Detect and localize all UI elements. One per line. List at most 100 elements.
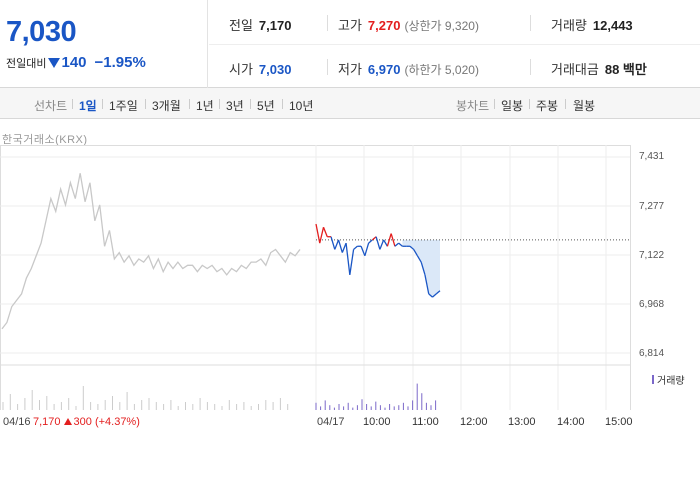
price-segment bbox=[349, 249, 355, 275]
divider bbox=[250, 99, 251, 109]
prev-day-close: 7,170 bbox=[33, 416, 61, 428]
divider bbox=[102, 99, 103, 109]
candle-monthly-button[interactable]: 월봉 bbox=[573, 99, 596, 113]
price-segment bbox=[416, 255, 422, 263]
stat-turnover: 거래대금 88 백만 bbox=[551, 59, 647, 78]
stat-label: 고가 bbox=[338, 18, 362, 33]
divider bbox=[145, 99, 146, 109]
price-change-row: 전일대비 140 −1.95% bbox=[6, 54, 146, 71]
stat-value: 6,970 bbox=[367, 62, 401, 77]
price-segment bbox=[383, 239, 388, 247]
divider bbox=[494, 99, 495, 109]
divider bbox=[219, 99, 220, 109]
down-triangle-icon bbox=[48, 57, 61, 68]
price-segment bbox=[330, 236, 336, 250]
divider bbox=[529, 99, 530, 109]
price-segment bbox=[364, 242, 370, 256]
period-5y-button[interactable]: 5년 bbox=[257, 99, 275, 113]
price-segment bbox=[409, 245, 415, 250]
x-tick-label: 13:00 bbox=[508, 416, 536, 428]
x-tick-label: 14:00 bbox=[557, 416, 585, 428]
y-tick-label: 7,277 bbox=[639, 201, 665, 212]
up-triangle-icon bbox=[63, 418, 72, 425]
price-segment bbox=[394, 242, 400, 247]
y-tick-label: 7,122 bbox=[639, 250, 665, 261]
price-segment bbox=[420, 261, 426, 276]
period-3y-button[interactable]: 3년 bbox=[226, 99, 244, 113]
x-tick-label: 11:00 bbox=[412, 416, 439, 428]
divider bbox=[189, 99, 190, 109]
price-segment bbox=[424, 274, 430, 295]
stat-value: 88 백만 bbox=[604, 62, 647, 77]
candle-weekly-button[interactable]: 주봉 bbox=[536, 99, 559, 113]
upper-limit: (상한가 9,320) bbox=[404, 19, 479, 33]
y-tick-label: 7,431 bbox=[639, 151, 665, 162]
price-segment bbox=[386, 233, 392, 247]
y-tick-label: 6,968 bbox=[639, 299, 665, 310]
stat-label: 저가 bbox=[338, 62, 362, 77]
prev-day-price-line bbox=[1, 173, 301, 330]
price-segment bbox=[322, 226, 328, 237]
divider bbox=[327, 59, 328, 75]
price-segment bbox=[337, 239, 343, 253]
price-segment bbox=[375, 236, 381, 250]
down-area bbox=[402, 239, 440, 298]
prev-day-change: 300 (+4.37%) bbox=[73, 416, 140, 428]
quote-header: 7,030 전일대비 140 −1.95% 전일 7,170 고가 7,270 (상한… bbox=[0, 0, 700, 88]
x-day-label: 04/16 bbox=[3, 416, 31, 428]
stat-label: 시가 bbox=[229, 62, 253, 77]
period-1d-button[interactable]: 1일 bbox=[79, 99, 97, 113]
price-segment bbox=[390, 233, 396, 247]
stat-value: 7,170 bbox=[258, 18, 292, 33]
stat-prev-close: 전일 7,170 bbox=[229, 15, 291, 34]
period-1y-button[interactable]: 1년 bbox=[196, 99, 214, 113]
x-tick-label: 15:00 bbox=[605, 416, 633, 428]
price-segment bbox=[379, 239, 385, 250]
stat-high: 고가 7,270 (상한가 9,320) bbox=[338, 15, 479, 34]
line-chart-label: 선차트 bbox=[34, 99, 68, 113]
stat-volume: 거래량 12,443 bbox=[551, 15, 633, 34]
candle-daily-button[interactable]: 일봉 bbox=[501, 99, 524, 113]
current-price: 7,030 bbox=[6, 16, 77, 48]
stat-open: 시가 7,030 bbox=[229, 59, 291, 78]
period-1w-button[interactable]: 1주일 bbox=[109, 99, 138, 113]
price-chart[interactable] bbox=[0, 145, 700, 410]
x-day-label: 04/17 bbox=[317, 416, 345, 428]
price-segment bbox=[398, 242, 403, 247]
price-segment bbox=[428, 293, 433, 298]
data-source: 한국거래소(KRX) bbox=[2, 134, 88, 146]
change-value: 140 bbox=[61, 54, 87, 71]
price-segment bbox=[315, 223, 321, 244]
stat-value: 12,443 bbox=[592, 18, 633, 33]
period-3m-button[interactable]: 3개월 bbox=[152, 99, 181, 113]
prev-day-info: 7,170 300 (+4.37%) bbox=[33, 416, 140, 428]
volume-legend: 거래량 bbox=[652, 372, 685, 387]
price-segment bbox=[345, 243, 351, 275]
stat-value: 7,030 bbox=[258, 62, 292, 77]
price-summary: 7,030 전일대비 140 −1.95% bbox=[0, 0, 208, 88]
change-percent: −1.95% bbox=[94, 54, 146, 71]
stat-label: 거래대금 bbox=[551, 62, 599, 77]
candle-chart-label: 봉차트 bbox=[456, 99, 490, 113]
stat-low: 저가 6,970 (하한가 5,020) bbox=[338, 59, 479, 78]
price-segment bbox=[435, 290, 441, 295]
divider bbox=[209, 44, 700, 45]
volume-legend-swatch bbox=[652, 375, 654, 384]
chart-toolbar: 선차트 1일 1주일 3개월 1년 3년 5년 10년 봉차트 일봉 주봉 월봉 bbox=[0, 88, 700, 119]
stat-label: 전일 bbox=[229, 18, 253, 33]
divider bbox=[530, 59, 531, 75]
divider bbox=[530, 15, 531, 31]
stat-value: 7,270 bbox=[367, 18, 401, 33]
divider bbox=[565, 99, 566, 109]
price-segment bbox=[341, 242, 347, 253]
price-segment bbox=[368, 239, 373, 244]
divider bbox=[72, 99, 73, 109]
stat-label: 거래량 bbox=[551, 18, 587, 33]
price-segment bbox=[371, 236, 377, 241]
price-segment bbox=[334, 239, 340, 250]
divider bbox=[282, 99, 283, 109]
divider bbox=[327, 15, 328, 31]
price-segment bbox=[353, 245, 358, 250]
price-segment bbox=[413, 249, 419, 257]
period-10y-button[interactable]: 10년 bbox=[289, 99, 314, 113]
